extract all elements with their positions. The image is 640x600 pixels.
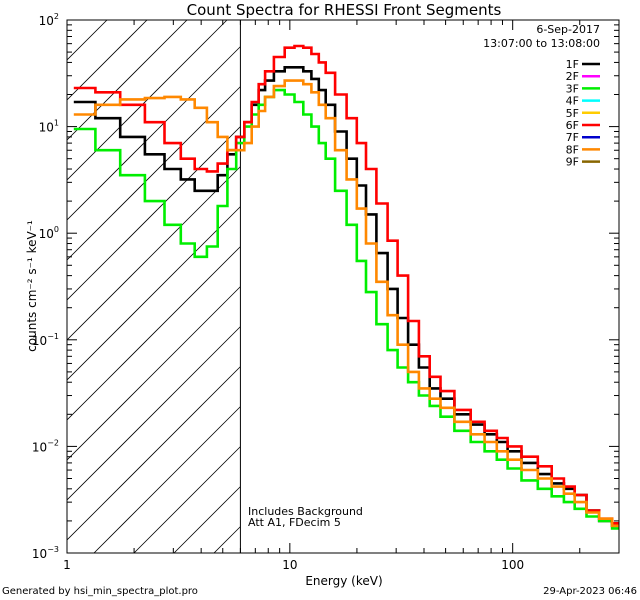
annotation-attenuator: Att A1, FDecim 5 <box>248 516 341 529</box>
generated-by-label: Generated by hsi_min_spectra_plot.pro <box>2 586 198 597</box>
annotation-background: Includes Background <box>248 505 363 518</box>
hatch-line <box>67 366 241 541</box>
y-tick-label: 100 <box>39 225 59 241</box>
hatch-line <box>93 406 241 553</box>
legend-label-9f: 9F <box>566 156 579 169</box>
legend-label-4f: 4F <box>566 95 579 108</box>
hatch-line <box>67 166 241 341</box>
plot-frame <box>66 19 620 554</box>
legend-label-3f: 3F <box>566 82 579 95</box>
hatch-line <box>133 446 241 553</box>
legend-label-5f: 5F <box>566 107 579 120</box>
series-line-1f <box>73 66 619 528</box>
hatch-line <box>67 20 188 141</box>
hatch-line <box>67 20 228 181</box>
series-line-8f <box>73 79 619 528</box>
x-tick-label: 100 <box>501 558 524 572</box>
background-hatched-region <box>67 20 241 553</box>
legend-label-7f: 7F <box>566 131 579 144</box>
legend-label-1f: 1F <box>566 58 579 71</box>
hatch-line <box>67 20 108 61</box>
hatch-line <box>67 326 241 501</box>
hatch-line <box>213 526 241 553</box>
y-tick-label: 10−1 <box>32 332 59 348</box>
hatch-line <box>173 486 241 553</box>
legend-label-6f: 6F <box>566 119 579 132</box>
date-label: 6-Sep-2017 <box>536 23 600 36</box>
y-axis-label: counts cm⁻² s⁻¹ keV⁻¹ <box>25 220 39 352</box>
x-axis-label: Energy (keV) <box>305 574 382 588</box>
series-line-3f <box>73 88 619 530</box>
hatch-line <box>67 86 241 261</box>
x-tick-label: 1 <box>63 558 71 572</box>
y-tick-label: 10−2 <box>32 438 59 454</box>
hatch-line <box>67 20 148 101</box>
series-line-6f <box>73 44 619 525</box>
hatch-line <box>67 286 241 461</box>
legend-label-2f: 2F <box>566 70 579 83</box>
y-tick-label: 10−3 <box>32 545 59 561</box>
y-tick-label: 102 <box>39 12 59 28</box>
hatch-line <box>67 246 241 421</box>
series-layer <box>73 44 619 530</box>
chart-title: Count Spectra for RHESSI Front Segments <box>187 1 502 19</box>
timestamp-label: 29-Apr-2023 06:46 <box>543 586 637 597</box>
time-range-label: 13:07:00 to 13:08:00 <box>483 37 600 50</box>
y-tick-label: 101 <box>39 119 59 135</box>
legend-label-8f: 8F <box>566 143 579 156</box>
axes-layer: 1 10 100 10−3 10−2 10−1 100 101 102 <box>32 12 620 572</box>
hatch-line <box>67 126 241 301</box>
hatch-line <box>67 46 241 221</box>
x-tick-label: 10 <box>282 558 297 572</box>
hatch-line <box>67 206 241 381</box>
